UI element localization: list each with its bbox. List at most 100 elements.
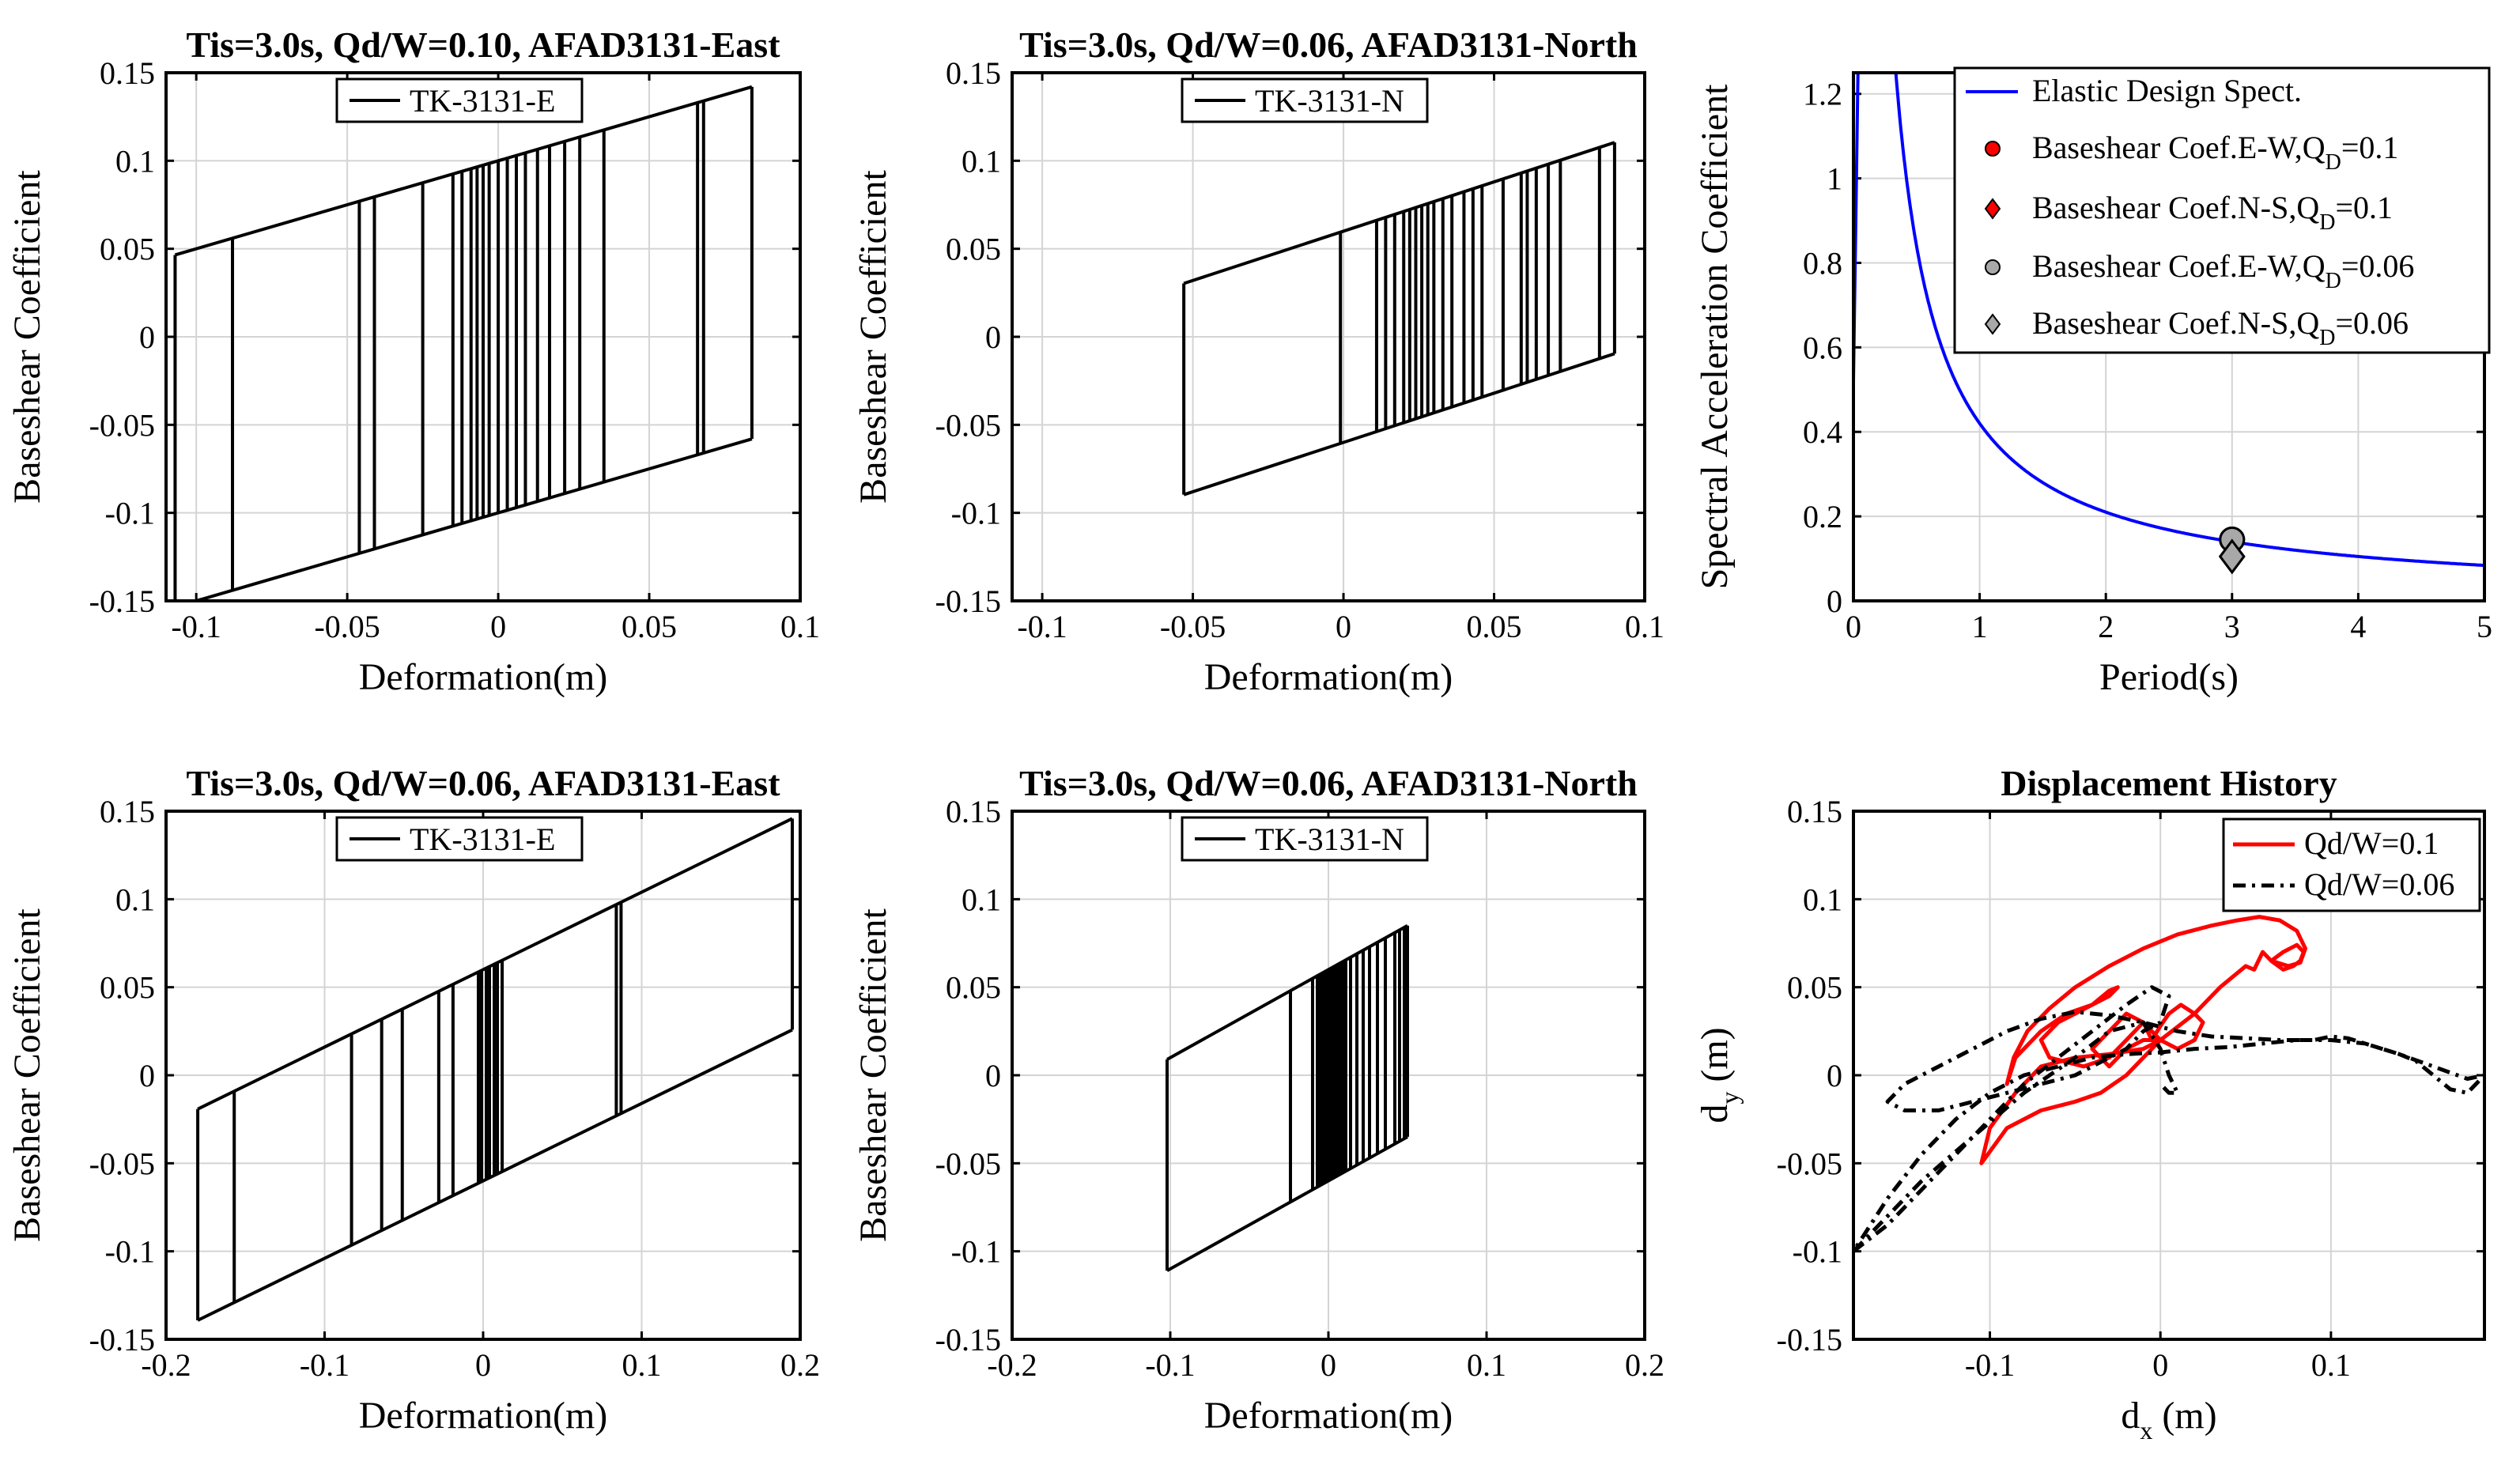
legend-box [335,816,584,862]
x-tick-label: 0.1 [1625,609,1664,644]
y-tick-label: 0.15 [1787,794,1842,829]
y-tick-label: -0.1 [951,496,1001,531]
y-tick-label: 0.4 [1803,414,1842,450]
hysteresis-upper-branch [1166,923,1408,1061]
legend-swatch-diamond [1984,198,2001,220]
y-tick-label: -0.1 [105,496,155,531]
y-tick-label: 0.05 [946,970,1001,1006]
legend-label: Qd/W=0.06 [2304,867,2454,902]
spectrum-line [1853,73,2484,568]
x-tick-label: -0.1 [1145,1347,1195,1383]
y-tick-label: 0.05 [1787,970,1842,1006]
x-axis-label: dx (m) [2121,1395,2216,1444]
y-tick-label: 0.15 [946,794,1001,829]
y-tick-label: 0 [1827,583,1842,619]
y-tick-label: -0.05 [935,1146,1001,1181]
legend-label-value: =0.1 [2341,130,2399,165]
chart-title: Tis=3.0s, Qd/W=0.06, AFAD3131-North [1019,25,1638,65]
x-tick-label: -0.05 [1160,609,1226,644]
y-tick-label: 0.1 [115,143,155,179]
plot-data [173,85,754,601]
x-tick-label: 0.2 [1625,1347,1664,1383]
legend-swatch-circle [1985,259,2001,275]
y-tick-label: 0 [985,1058,1001,1093]
y-tick-label: -0.1 [105,1234,155,1270]
legend-label: TK-3131-E [410,821,555,857]
y-tick-label: 0.1 [962,143,1001,179]
legend: TK-3131-E [335,77,584,123]
legend: TK-3131-N [1181,77,1429,123]
chart-title: Tis=3.0s, Qd/W=0.06, AFAD3131-East [186,763,780,803]
x-tick-label: 0.1 [1467,1347,1506,1383]
y-tick-label: 0 [985,319,1001,355]
y-tick-label: 0.15 [100,55,155,91]
y-axis-label-unit: (m) [1694,1027,1736,1091]
chart-panel-1: -0.1 -0.05 0 0.05 0.1 -0.15 -0.1 -0.05 0 0.05 0.1 0… [6,25,820,698]
plot-data [196,817,794,1322]
y-tick-label: 1.2 [1803,77,1842,112]
y-tick-label: 0.15 [100,794,155,829]
x-tick-label: 0.05 [622,609,677,644]
x-axis-label: Deformation(m) [359,1395,608,1437]
y-tick-label: 0.6 [1803,330,1842,365]
y-tick-label: 0.15 [946,55,1001,91]
trajectory-line [1853,985,2484,1254]
y-tick-label: -0.15 [1777,1322,1842,1358]
legend-swatch-circle [1985,141,2001,157]
legend-label: Qd/W=0.1 [2304,825,2439,861]
plot-data [1182,141,1616,497]
x-tick-label: 0 [475,1347,491,1383]
y-tick-label: 0 [1827,1058,1842,1093]
x-tick-label: 0 [490,609,506,644]
x-tick-label: 0 [2152,1347,2168,1383]
x-tick-label: -0.1 [1965,1347,2015,1383]
y-tick-label: 0.05 [946,232,1001,267]
hysteresis-upper-branch [1183,141,1615,285]
y-axis-label: Baseshear Coefficient [852,170,894,504]
y-tick-label: 0.2 [1803,499,1842,534]
y-tick-label: 0.05 [100,970,155,1006]
axes-frame [1011,810,1646,1341]
y-tick-label: 0.1 [1803,882,1842,917]
x-axis-label-sub: x [2140,1416,2152,1444]
data-point-diamond [2218,538,2246,575]
chart-panel-3: 0 1 2 3 4 5 0 0.2 0.4 0.6 0.8 1 1.2 Period(s) Spectral… [1694,66,2492,698]
y-tick-label: -0.05 [935,407,1001,443]
x-tick-label: -0.2 [987,1347,1037,1383]
chart-panel-2: -0.1 -0.05 0 0.05 0.1 -0.15 -0.1 -0.05 0 0.05 0.1 0… [852,25,1664,698]
legend-label: TK-3131-E [410,83,555,119]
x-tick-label: 3 [2224,609,2240,644]
y-tick-label: -0.05 [89,1146,155,1181]
axes-frame [1852,810,2486,1341]
y-tick-label: 0 [139,319,155,355]
x-tick-label: 0 [1336,609,1351,644]
plot-data [1853,915,2484,1254]
legend-label: TK-3131-N [1255,821,1404,857]
hysteresis-lower-branch [1166,1135,1408,1272]
y-tick-label: 0.05 [100,232,155,267]
y-tick-label: 0.1 [115,882,155,917]
x-tick-label: 0.1 [2311,1347,2351,1383]
legend: Qd/W=0.1 Qd/W=0.06 [2222,818,2481,912]
y-tick-label: 0.8 [1803,245,1842,281]
legend-label-sub: D [2319,326,2335,350]
y-tick-label: 0 [139,1058,155,1093]
legend-label-sub: D [2319,210,2335,235]
legend-label-value: =0.06 [2335,305,2409,341]
x-axis-label: Period(s) [2099,656,2239,698]
legend-label-sub: D [2326,150,2341,175]
y-tick-label: -0.15 [89,583,155,619]
legend: TK-3131-N [1181,816,1429,862]
chart-title: Displacement History [2001,763,2337,803]
y-tick-label: -0.15 [89,1322,155,1358]
y-axis-label: Spectral Acceleration Coefficient [1694,84,1736,590]
hysteresis-upper-branch [197,817,793,1111]
legend-label: Elastic Design Spect. [2032,73,2302,108]
chart-panel-5: -0.2 -0.1 0 0.1 0.2 -0.15 -0.1 -0.05 0 0.05 0.1 0.1… [852,763,1664,1437]
x-tick-label: 4 [2350,609,2366,644]
legend: Elastic Design Spect.Baseshear Coef.E-W,… [1953,66,2491,354]
y-axis-label: Baseshear Coefficient [6,908,48,1242]
x-tick-label: -0.2 [141,1347,191,1383]
axes-frame [1011,71,1646,602]
